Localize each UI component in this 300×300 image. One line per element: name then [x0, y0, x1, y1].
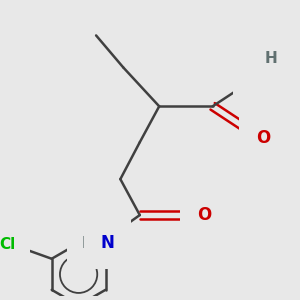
Text: Cl: Cl	[0, 237, 15, 252]
Text: N: N	[101, 234, 115, 252]
Text: O: O	[256, 129, 270, 147]
Text: O: O	[250, 63, 264, 81]
Text: O: O	[197, 206, 211, 224]
Text: H: H	[82, 236, 95, 251]
Text: H: H	[265, 51, 277, 66]
